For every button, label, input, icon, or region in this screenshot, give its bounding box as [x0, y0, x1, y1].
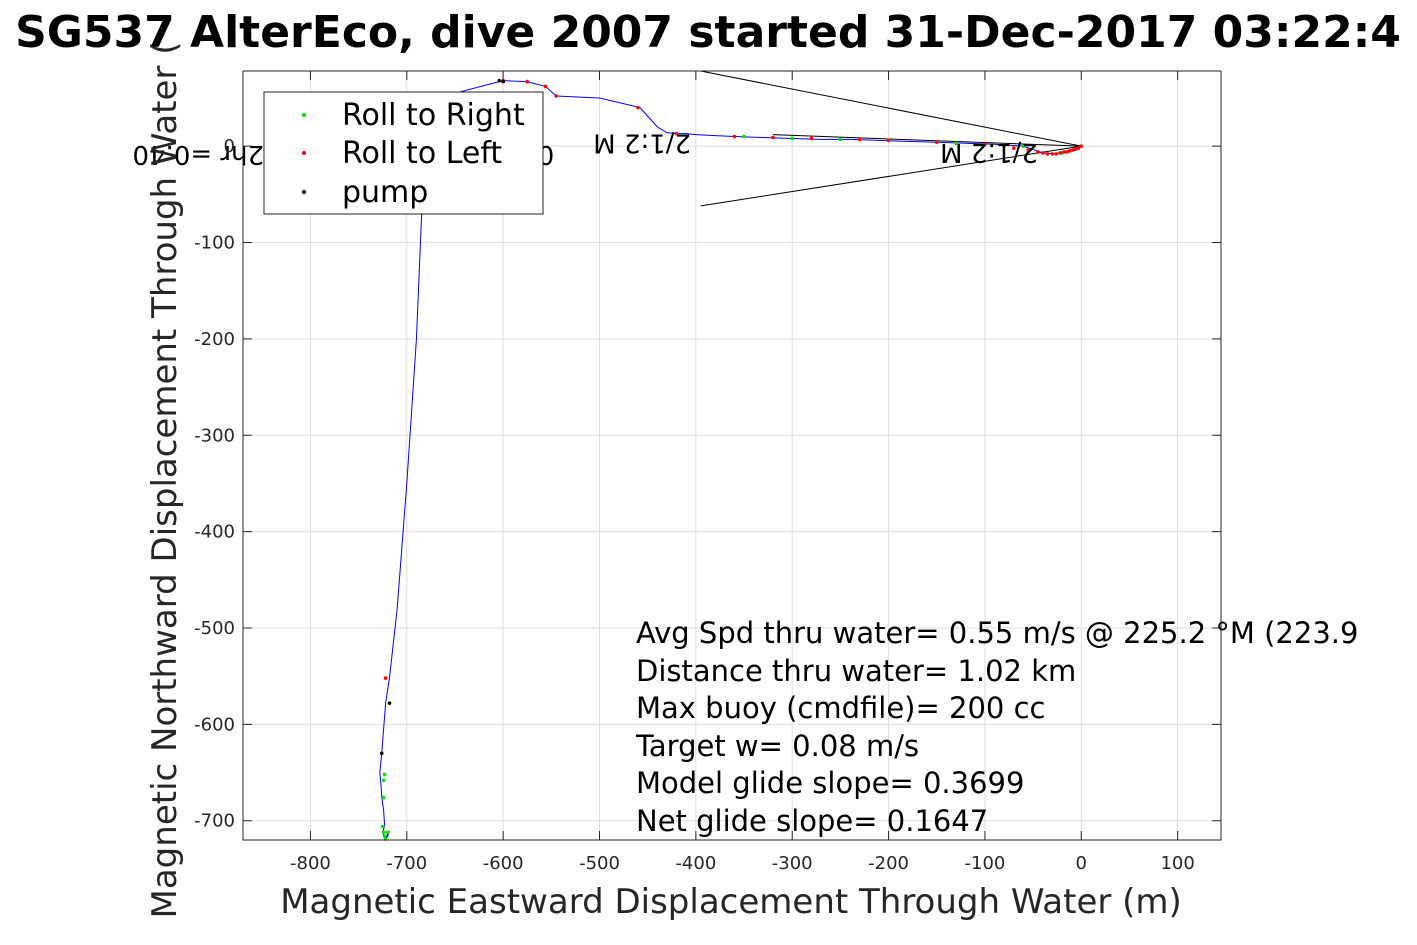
roll-left-point	[554, 94, 558, 98]
stats-max-buoy: Max buoy (cmdfile)= 200 cc	[636, 691, 1045, 725]
roll-left-point	[886, 138, 891, 143]
stats-distance: Distance thru water= 1.02 km	[636, 654, 1076, 688]
heading-line	[772, 134, 1082, 147]
roll-left-point	[1062, 150, 1066, 154]
roll-left-point	[1067, 149, 1072, 153]
stats-avg-speed: Avg Spd thru water= 0.55 m/s @ 225.2 °M …	[636, 616, 1358, 650]
x-tick-label: 100	[1160, 853, 1194, 874]
roll-left-point	[1079, 144, 1084, 148]
track-lines	[379, 80, 1082, 842]
pump-point	[501, 79, 505, 84]
roll-left-point	[1045, 152, 1050, 156]
y-tick-label: -700	[194, 811, 235, 832]
y-tick-label: -300	[194, 425, 235, 446]
track-points	[379, 78, 1084, 841]
stats-block: Avg Spd thru water= 0.55 m/s @ 225.2 °M …	[635, 616, 1358, 838]
y-tick-label: -600	[194, 714, 235, 735]
y-axis-label: Magnetic Northward Displacement Through …	[145, 42, 185, 919]
annotation-text: 2/1:2 M	[940, 137, 1038, 167]
chart-title: SG537 AlterEco, dive 2007 started 31-Dec…	[15, 7, 1401, 58]
legend-label-pump: pump	[342, 175, 428, 210]
roll-left-point	[983, 142, 987, 147]
legend: Roll to Right Roll to Left pump	[263, 91, 544, 215]
roll-right-point	[385, 830, 390, 835]
roll-left-point	[1036, 150, 1040, 154]
roll-right-point	[382, 834, 387, 838]
x-tick-label: 0	[1076, 853, 1087, 874]
annotation-text: 2/1:2 M	[593, 128, 691, 158]
track-line	[379, 80, 1082, 842]
roll-left-point	[674, 131, 679, 136]
x-tick-label: -100	[965, 853, 1006, 874]
roll-left-point	[1070, 148, 1075, 152]
pump-point	[379, 751, 384, 756]
roll-right-point	[380, 824, 385, 829]
roll-left-point	[1050, 152, 1055, 156]
y-tick-label: -500	[194, 618, 235, 639]
roll-right-point	[381, 778, 386, 783]
pump-point	[387, 701, 392, 705]
stats-target-w: Target w= 0.08 m/s	[635, 729, 919, 763]
pump-point	[497, 78, 502, 83]
y-tick-label: -100	[194, 233, 235, 254]
heading-lines	[700, 70, 1082, 207]
roll-left-point	[809, 136, 814, 141]
roll-right-point	[382, 772, 387, 777]
legend-marker-pump	[302, 190, 306, 194]
legend-box	[263, 91, 544, 215]
stats-model-glide-slope: Model glide slope= 0.3699	[636, 766, 1024, 800]
y-tick-label: 0	[224, 136, 235, 157]
legend-marker-roll-left	[302, 151, 306, 155]
x-tick-label: -700	[386, 853, 427, 874]
y-tick-label: -400	[194, 522, 235, 543]
roll-left-point	[1058, 151, 1062, 155]
roll-right-point	[1021, 144, 1026, 148]
axis-ticks: -800 -700 -600 -500 -400 -300 -200 -100 0 100 0 -10…	[194, 71, 1221, 874]
roll-right-point	[838, 137, 843, 142]
legend-label-roll-left: Roll to Left	[342, 136, 502, 171]
x-tick-label: -500	[579, 853, 620, 874]
roll-left-point	[857, 137, 862, 142]
roll-left-point	[1076, 146, 1081, 150]
plot-frame	[242, 70, 1222, 841]
roll-left-point	[771, 135, 775, 140]
roll-left-point	[1054, 152, 1059, 156]
roll-left-point	[934, 140, 939, 145]
roll-right-point	[381, 795, 386, 800]
x-axis-label: Magnetic Eastward Displacement Through W…	[280, 882, 1182, 922]
roll-right-point	[954, 141, 958, 146]
heading-line	[700, 145, 1082, 207]
x-tick-label: -800	[290, 853, 331, 874]
legend-label-roll-right: Roll to Right	[342, 98, 525, 133]
roll-left-point	[636, 105, 640, 110]
roll-left-point	[1012, 146, 1016, 150]
roll-right-point	[790, 136, 795, 141]
roll-right-point	[742, 134, 746, 139]
roll-left-point	[543, 84, 548, 89]
roll-left-point	[525, 79, 530, 84]
roll-left-point	[1065, 150, 1069, 154]
heading-line	[700, 70, 1082, 147]
roll-left-point	[383, 676, 388, 680]
roll-right-point	[381, 830, 386, 835]
x-tick-label: -300	[772, 853, 813, 874]
roll-left-point	[1040, 151, 1045, 155]
y-tick-label: -200	[194, 329, 235, 350]
roll-left-point	[732, 134, 737, 139]
x-tick-label: -600	[483, 853, 524, 874]
x-tick-label: -400	[675, 853, 716, 874]
grid-lines	[243, 71, 1221, 840]
roll-left-point	[1073, 147, 1078, 151]
legend-marker-roll-right	[302, 113, 306, 117]
x-tick-label: -200	[868, 853, 909, 874]
roll-left-point	[1026, 148, 1031, 152]
stats-net-glide-slope: Net glide slope= 0.1647	[636, 804, 988, 838]
